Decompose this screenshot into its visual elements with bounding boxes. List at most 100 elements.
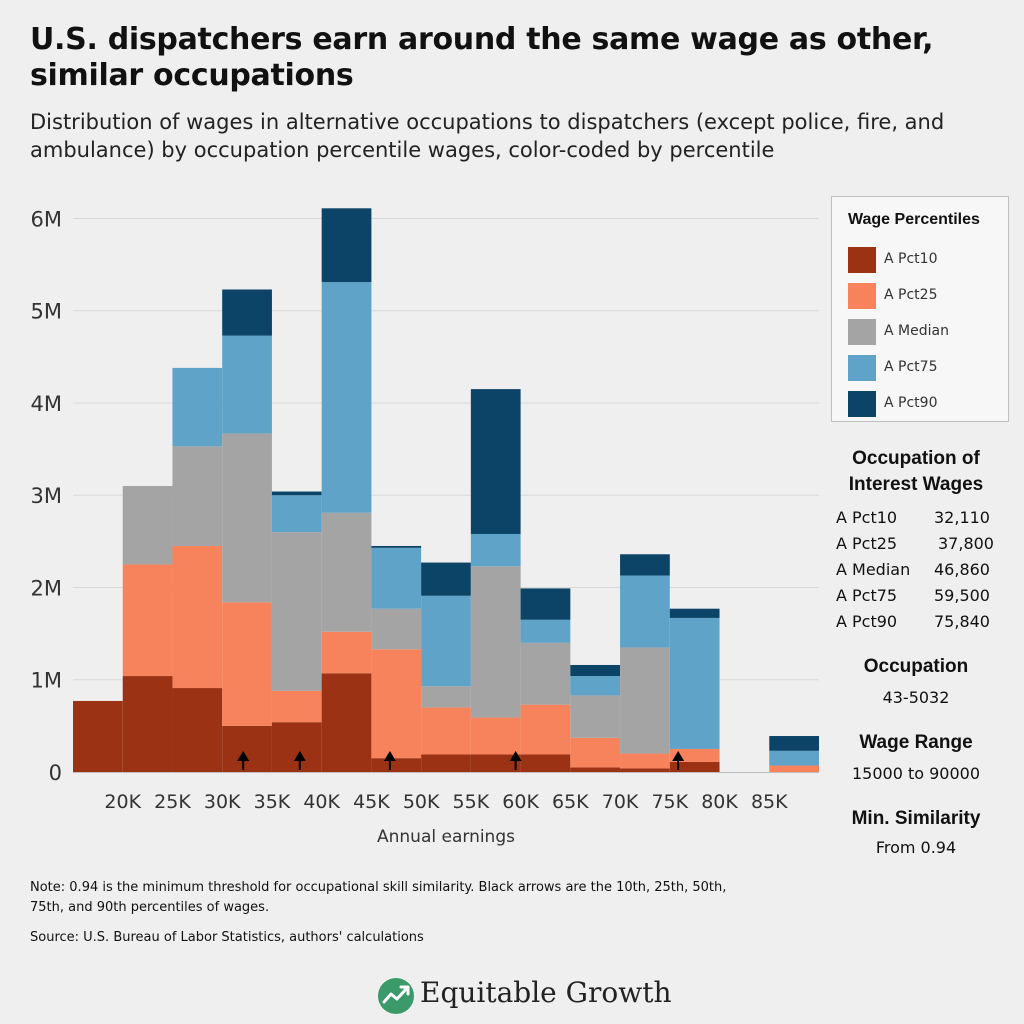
bar-segment bbox=[620, 753, 670, 769]
growth-leaf-icon bbox=[378, 978, 414, 1014]
legend-title: Wage Percentiles bbox=[848, 211, 980, 228]
interest-title-line1: Occupation of bbox=[852, 448, 980, 469]
interest-value: 46,860 bbox=[934, 560, 990, 579]
bar-segment bbox=[222, 289, 272, 336]
bar-segment bbox=[371, 758, 422, 772]
bar-segment bbox=[620, 647, 670, 754]
x-tick-label: 80K bbox=[701, 791, 738, 813]
x-tick-label: 40K bbox=[303, 791, 340, 813]
bar-segment bbox=[271, 690, 322, 723]
interest-row-pct25: A Pct25 37,800 bbox=[836, 534, 1006, 558]
bar-segment bbox=[570, 664, 621, 677]
x-tick-label: 45K bbox=[353, 791, 390, 813]
bar-segment bbox=[222, 433, 272, 603]
similarity-value: From 0.94 bbox=[875, 838, 957, 857]
legend-swatch bbox=[848, 319, 876, 345]
bar-segment bbox=[222, 335, 272, 434]
interest-title-line2: Interest Wages bbox=[848, 474, 984, 495]
bar-segment bbox=[222, 725, 272, 772]
percentile-arrow-icon bbox=[509, 751, 522, 761]
x-tick-label: 50K bbox=[403, 791, 440, 813]
interest-label: A Pct25 bbox=[836, 534, 898, 553]
chart-subtitle: Distribution of wages in alternative occ… bbox=[30, 110, 945, 162]
legend-swatch bbox=[848, 247, 876, 273]
interest-value: 75,840 bbox=[934, 612, 990, 631]
footnote: Note: 0.94 is the minimum threshold for … bbox=[30, 880, 727, 915]
bar-segment bbox=[470, 717, 521, 755]
bar-segment bbox=[172, 688, 223, 772]
bar-segment bbox=[520, 588, 571, 620]
bar-segment bbox=[620, 768, 670, 772]
bar-segment bbox=[520, 619, 571, 643]
bar-segment bbox=[271, 491, 322, 496]
bar-segment bbox=[321, 512, 372, 632]
bar-segment bbox=[321, 631, 372, 674]
interest-label: A Pct75 bbox=[836, 586, 898, 605]
y-tick-label: 6M bbox=[31, 207, 62, 231]
bar-segment bbox=[669, 608, 720, 618]
bar-segment bbox=[421, 686, 471, 708]
histogram-chart: 0 1M 2M 3M 4M 5M 6M 20K 25K 30K 35K 40K 45K 50K 55K 60K… bbox=[31, 207, 819, 847]
bar-segment bbox=[321, 208, 372, 283]
bar-segment bbox=[470, 533, 521, 567]
y-tick-label: 2M bbox=[31, 576, 62, 600]
bar-segment bbox=[271, 722, 322, 772]
similarity-title: Min. Similarity bbox=[851, 808, 981, 829]
interest-row-pct10: A Pct10 32,110 bbox=[836, 508, 1006, 532]
bar-segment bbox=[769, 736, 819, 751]
bar-segment bbox=[520, 642, 571, 705]
bar-segment bbox=[321, 282, 372, 513]
bar-segment bbox=[620, 554, 670, 576]
bar-segment bbox=[421, 707, 471, 755]
interest-value: 37,800 bbox=[938, 534, 994, 553]
interest-row-median: A Median 46,860 bbox=[836, 560, 1006, 584]
bar-segment bbox=[172, 367, 223, 447]
legend-label: A Pct10 bbox=[884, 251, 938, 267]
bar-segment bbox=[570, 737, 621, 768]
occupation-title: Occupation bbox=[863, 656, 969, 677]
bar-segment bbox=[371, 608, 422, 650]
bar-segment bbox=[669, 617, 720, 749]
bar-segment bbox=[669, 761, 720, 772]
bar-segment bbox=[371, 547, 422, 609]
bar-segment bbox=[421, 562, 471, 596]
source-note: Source: U.S. Bureau of Labor Statistics,… bbox=[30, 930, 424, 945]
percentile-arrow-icon bbox=[383, 751, 396, 761]
interest-value: 59,500 bbox=[934, 586, 990, 605]
x-tick-label: 25K bbox=[154, 791, 191, 813]
bar-segment bbox=[421, 754, 471, 772]
bar-segment bbox=[620, 575, 670, 648]
legend-label: A Pct25 bbox=[884, 287, 938, 303]
x-tick-label: 35K bbox=[254, 791, 291, 813]
x-tick-label: 55K bbox=[453, 791, 490, 813]
percentile-arrow-icon bbox=[672, 751, 685, 761]
interest-label: A Median bbox=[836, 560, 911, 579]
bar-segment bbox=[73, 700, 123, 772]
y-tick-label: 1M bbox=[31, 669, 62, 693]
bar-segment bbox=[122, 486, 173, 565]
wage-range-value: 15000 to 90000 bbox=[851, 764, 981, 783]
bar-segment bbox=[172, 446, 223, 546]
x-tick-label: 60K bbox=[502, 791, 539, 813]
bar-segment bbox=[122, 564, 173, 677]
legend-swatch bbox=[848, 283, 876, 309]
bar-segment bbox=[222, 602, 272, 726]
legend-label: A Median bbox=[884, 323, 949, 339]
interest-label: A Pct10 bbox=[836, 508, 898, 527]
y-tick-label: 5M bbox=[31, 300, 62, 324]
interest-row-pct90: A Pct90 75,840 bbox=[836, 612, 1006, 636]
bar-segment bbox=[470, 754, 521, 772]
percentile-arrow-icon bbox=[293, 751, 306, 761]
percentile-arrow-icon bbox=[237, 751, 250, 761]
x-tick-label: 85K bbox=[751, 791, 788, 813]
bar-segment bbox=[769, 765, 819, 772]
x-tick-label: 30K bbox=[204, 791, 241, 813]
bar-segment bbox=[520, 754, 571, 772]
x-tick-label: 75K bbox=[651, 791, 688, 813]
bar-segment bbox=[122, 676, 173, 772]
chart-title: U.S. dispatchers earn around the same wa… bbox=[30, 22, 934, 93]
bar-segment bbox=[371, 649, 422, 759]
legend-swatch bbox=[848, 355, 876, 381]
legend-label: A Pct75 bbox=[884, 359, 938, 375]
occupation-value: 43-5032 bbox=[882, 688, 950, 707]
